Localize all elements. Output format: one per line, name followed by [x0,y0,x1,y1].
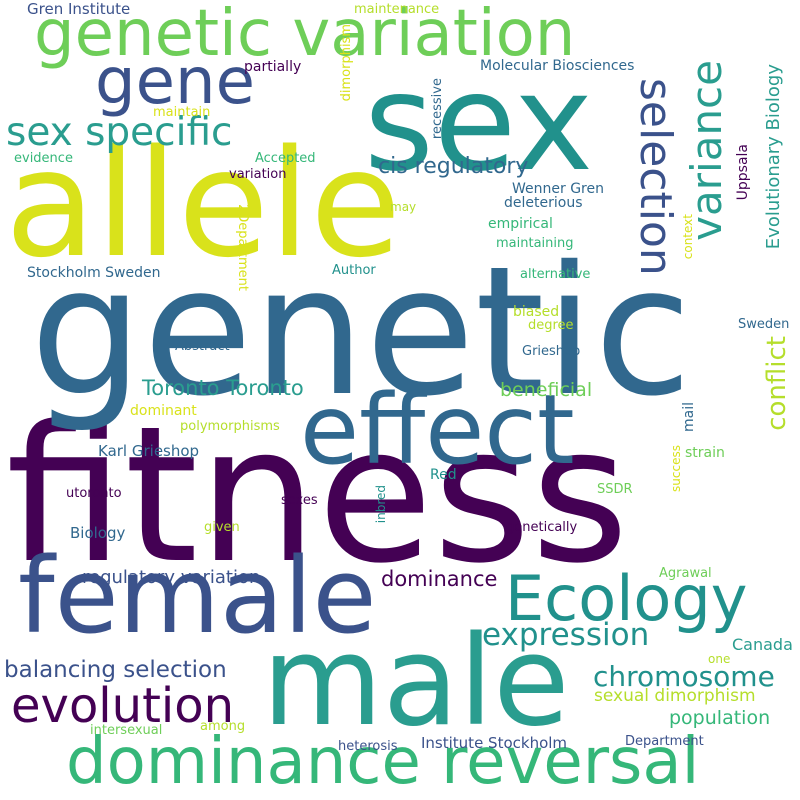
word-allele: allele [5,118,402,290]
word-gene: gene [95,45,255,119]
word-mail: mail [681,402,697,432]
word-conflict: conflict [762,336,792,431]
word-heterosis: heterosis [338,739,398,754]
word-degree: degree [528,318,574,333]
word-institute-stockholm: Institute Stockholm [421,734,568,752]
word-accepted: Accepted [255,151,316,166]
word-recessive: recessive [430,78,445,140]
word-one: one [708,652,731,666]
word-biased: biased [513,304,560,320]
word-gren-institute: Gren Institute [27,0,131,18]
word-sex-specific: sex specific [6,110,233,155]
word-sex: sex [364,45,594,201]
word-strain: strain [685,445,725,461]
word-stockholm-sweden: Stockholm Sweden [27,265,161,281]
word-sexes: sexes [281,493,318,508]
word-genetic: genetic [30,228,692,435]
word-male: male [262,610,570,754]
word-sexual-dimorphism: sexual dimorphism [594,686,756,706]
word-karl-grieshop: Karl Grieshop [98,442,200,460]
word-department: Department [625,734,704,749]
word-regulatory-variation: regulatory variation [82,567,261,588]
word-evidence: evidence [14,151,73,166]
word-among: among [200,719,246,734]
word-ssdr: SSDR [597,482,633,497]
word-alternative: alternative [520,267,591,282]
word-biology: Biology [70,524,126,542]
word-2department: 2Department [235,204,250,291]
word-maintaining: maintaining [496,236,574,251]
word-maintenance: maintenance [354,2,440,17]
word-chromosome: chromosome [593,660,775,693]
word-given: given [204,520,240,535]
word-red: Red [430,467,457,483]
word-dominance: dominance [381,567,498,591]
word-cis-regulatory: cis regulatory [378,154,529,179]
word-partially: partially [244,59,302,75]
word-polymorphisms: polymorphisms [180,419,280,434]
word-inbred: inbred [374,485,388,524]
word-wenner-gren: Wenner Gren [512,181,604,197]
word-toronto-toronto: Toronto Toronto [142,376,304,400]
word-success: success [669,445,683,492]
word-dominant: dominant [130,403,197,419]
word-may: may [390,200,417,214]
word-deleterious: deleterious [504,195,583,211]
word-selection: selection [630,78,681,276]
word-grieshop: Grieshop [522,344,581,359]
word-dominance-reversal: dominance reversal [66,725,700,799]
word-genetic-variation: genetic variation [34,0,576,71]
word-sweden: Sweden [738,317,790,332]
word-context: context [681,214,695,260]
word-female: female [18,535,377,657]
word-genetically: genetically [506,520,578,535]
word-utoronto: utoronto [66,486,122,501]
word-maintain: maintain [153,105,211,120]
word-ecology: Ecology [505,562,748,635]
word-agrawal: Agrawal [659,566,712,581]
word-effect: effect [300,374,575,486]
word-author: Author [332,263,376,278]
word-expression: expression [482,617,650,653]
word-canada: Canada [732,635,793,654]
word-dimorphism: dimorphism [339,24,354,102]
word-variation: variation [229,167,287,182]
word-fitness: fitness [6,386,629,605]
word-empirical: empirical [488,216,553,232]
word-abstract: Abstract [175,339,230,354]
word-uppsala: Uppsala [735,144,751,201]
word-evolutionary-biology: Evolutionary Biology [763,64,784,250]
word-beneficial: beneficial [500,379,593,401]
word-intersexual: intersexual [90,723,163,738]
word-balancing-selection: balancing selection [4,657,227,683]
word-molecular-biosciences: Molecular Biosciences [480,58,635,74]
word-evolution: evolution [11,678,235,734]
word-population: population [669,707,771,729]
